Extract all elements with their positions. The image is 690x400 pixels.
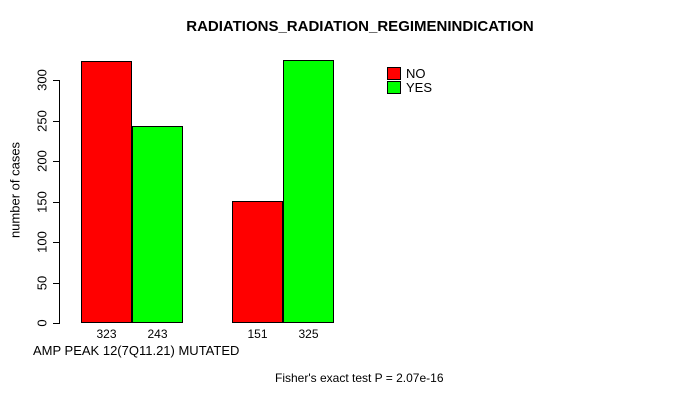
y-axis-tick — [53, 323, 59, 324]
y-axis-tick-label: 250 — [34, 110, 50, 132]
legend-label-yes: YES — [406, 80, 433, 95]
y-axis-tick-label: 100 — [34, 231, 50, 253]
bar-value-label: 323 — [96, 327, 117, 341]
y-axis-tick-label: 150 — [34, 191, 50, 213]
y-axis-tick — [53, 202, 59, 203]
y-axis-tick — [53, 121, 59, 122]
y-axis-title: number of cases — [7, 141, 23, 239]
legend-item-yes: YES — [387, 81, 432, 94]
y-axis-tick-label: 50 — [34, 275, 50, 291]
y-axis-line — [59, 80, 60, 324]
legend-swatch-yes — [387, 81, 401, 94]
x-axis-title: AMP PEAK 12(7Q11.21) MUTATED — [33, 343, 240, 358]
y-axis-tick — [53, 242, 59, 243]
legend-swatch-no — [387, 67, 401, 80]
bar-yes-group2 — [283, 60, 334, 323]
footnote-text: Fisher's exact test P = 2.07e-16 — [275, 371, 444, 385]
chart-title: RADIATIONS_RADIATION_REGIMENINDICATION — [186, 18, 534, 35]
legend: NO YES — [387, 67, 432, 94]
bar-no-group1 — [81, 61, 132, 323]
bar-value-label: 243 — [147, 327, 168, 341]
y-axis-tick-label: 0 — [34, 319, 50, 327]
y-axis-tick — [53, 161, 59, 162]
bar-no-group2 — [232, 201, 283, 323]
legend-item-no: NO — [387, 67, 432, 80]
bar-value-label: 325 — [298, 327, 319, 341]
legend-label-no: NO — [406, 66, 426, 81]
bar-yes-group1 — [132, 126, 183, 323]
bar-value-label: 151 — [247, 327, 268, 341]
y-axis-tick — [53, 80, 59, 81]
y-axis-tick-label: 300 — [34, 69, 50, 91]
y-axis-tick — [53, 283, 59, 284]
y-axis-tick-label: 200 — [34, 150, 50, 172]
